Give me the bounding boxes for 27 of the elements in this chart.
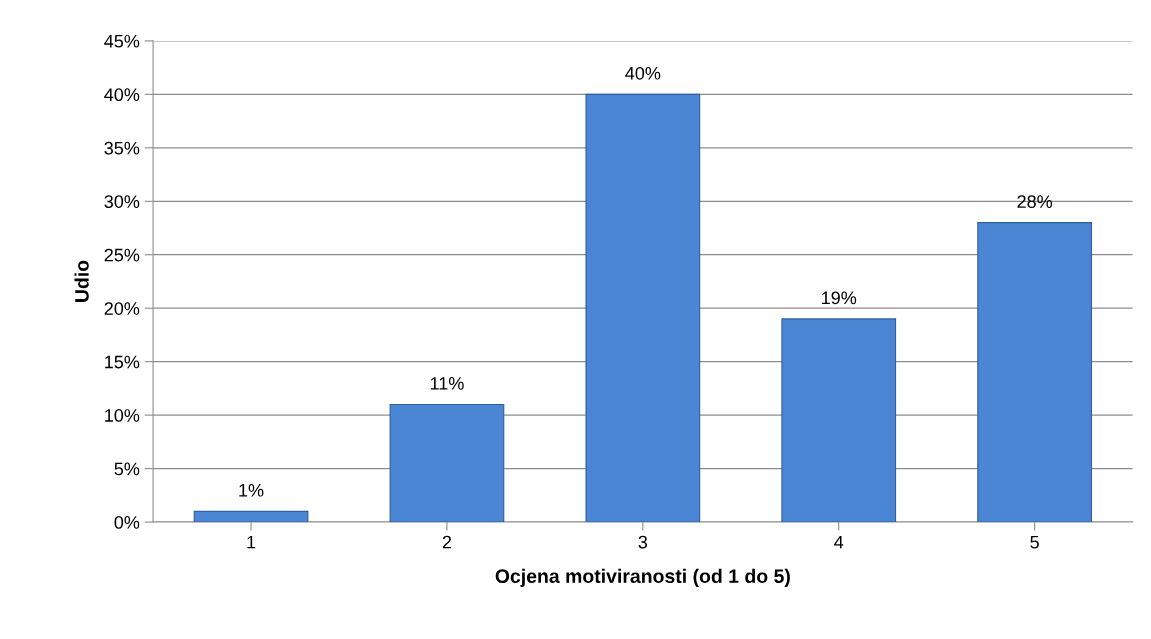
y-tick-label: 45% xyxy=(104,34,140,48)
bar xyxy=(389,403,505,523)
bar xyxy=(781,318,897,523)
data-label: 11% xyxy=(430,377,464,390)
x-tick-label: 1 xyxy=(247,535,256,549)
x-tick-label: 2 xyxy=(442,535,452,549)
bar xyxy=(193,510,309,523)
y-tick-label: 0% xyxy=(114,516,140,529)
y-axis-title: Udio xyxy=(74,260,89,302)
data-label: 19% xyxy=(822,291,857,305)
x-tick-label: 3 xyxy=(638,535,648,549)
bar xyxy=(977,222,1092,523)
data-label: 28% xyxy=(1017,195,1053,208)
y-tick-label: 25% xyxy=(104,248,140,262)
x-axis-title: Ocjena motiviranosti (od 1 do 5) xyxy=(495,568,790,587)
bar xyxy=(585,93,701,523)
y-tick-label: 20% xyxy=(104,302,140,315)
data-label: 40% xyxy=(625,66,661,80)
y-tick-label: 30% xyxy=(104,195,140,209)
y-tick-label: 40% xyxy=(104,88,140,102)
y-tick-label: 35% xyxy=(104,141,140,155)
data-label: 1% xyxy=(239,483,264,497)
y-tick-label: 15% xyxy=(105,355,140,369)
x-tick-label: 5 xyxy=(1030,535,1039,549)
y-tick-label: 10% xyxy=(105,409,140,422)
y-tick-label: 5% xyxy=(114,462,140,476)
x-tick-label: 4 xyxy=(834,535,844,549)
